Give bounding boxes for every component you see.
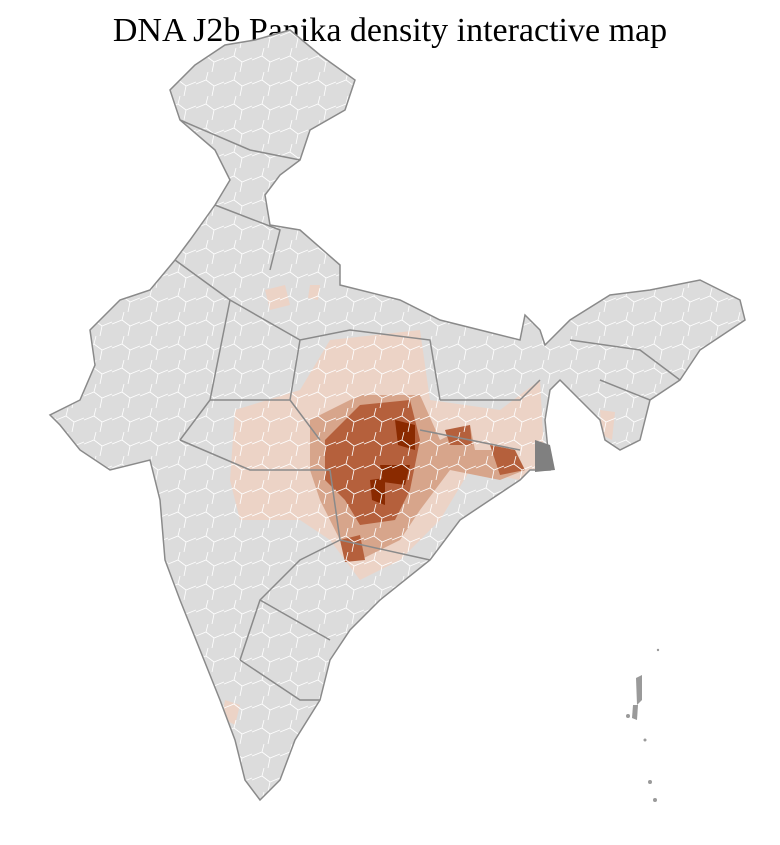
- andaman-nicobar-islands: [626, 648, 660, 802]
- sundarbans-coast: [535, 440, 555, 472]
- state-boundaries: [174, 119, 681, 701]
- map-title: DNA J2b Panika density interactive map: [112, 12, 668, 49]
